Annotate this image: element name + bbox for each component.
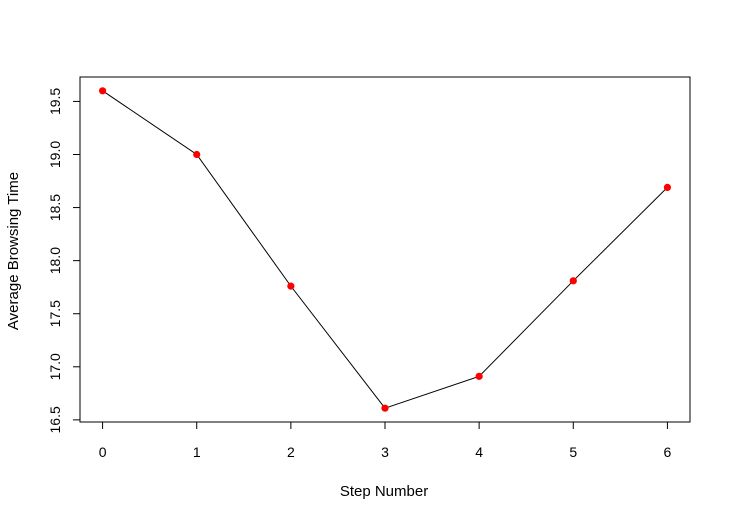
- x-tick-label: 3: [381, 444, 389, 460]
- y-tick-label: 18.5: [47, 194, 63, 221]
- data-points-group: [98, 87, 672, 412]
- data-point: [98, 87, 107, 95]
- data-point: [569, 277, 577, 285]
- x-tick-label: 1: [193, 444, 201, 460]
- x-tick-label: 6: [664, 444, 672, 460]
- data-point: [193, 150, 201, 159]
- y-tick-label: 16.5: [47, 406, 63, 433]
- data-point: [287, 282, 295, 290]
- y-tick-label: 19.5: [47, 88, 63, 115]
- y-tick-label: 17.5: [47, 300, 63, 327]
- y-tick-label: 17.0: [47, 353, 63, 380]
- x-tick-label: 4: [475, 444, 483, 460]
- y-axis: 16.5 17.0 17.5 18.0 18.5 19.0 19.5: [47, 88, 81, 434]
- x-axis: 0 1 2 3 4 5 6: [99, 421, 672, 460]
- plot-area-frame: [79, 76, 691, 423]
- data-point: [475, 372, 483, 380]
- data-point: [381, 404, 389, 412]
- series-line-group: [102, 90, 668, 409]
- x-tick-label: 2: [287, 444, 295, 460]
- y-tick-label: 18.0: [47, 247, 63, 274]
- data-point: [663, 183, 672, 191]
- y-axis-label: Average Browsing Time: [5, 172, 22, 330]
- x-axis-label: Step Number: [340, 483, 428, 500]
- y-tick-label: 19.0: [47, 141, 63, 168]
- series-line: [102, 90, 668, 409]
- x-tick-label: 0: [99, 444, 107, 460]
- x-tick-label: 5: [569, 444, 577, 460]
